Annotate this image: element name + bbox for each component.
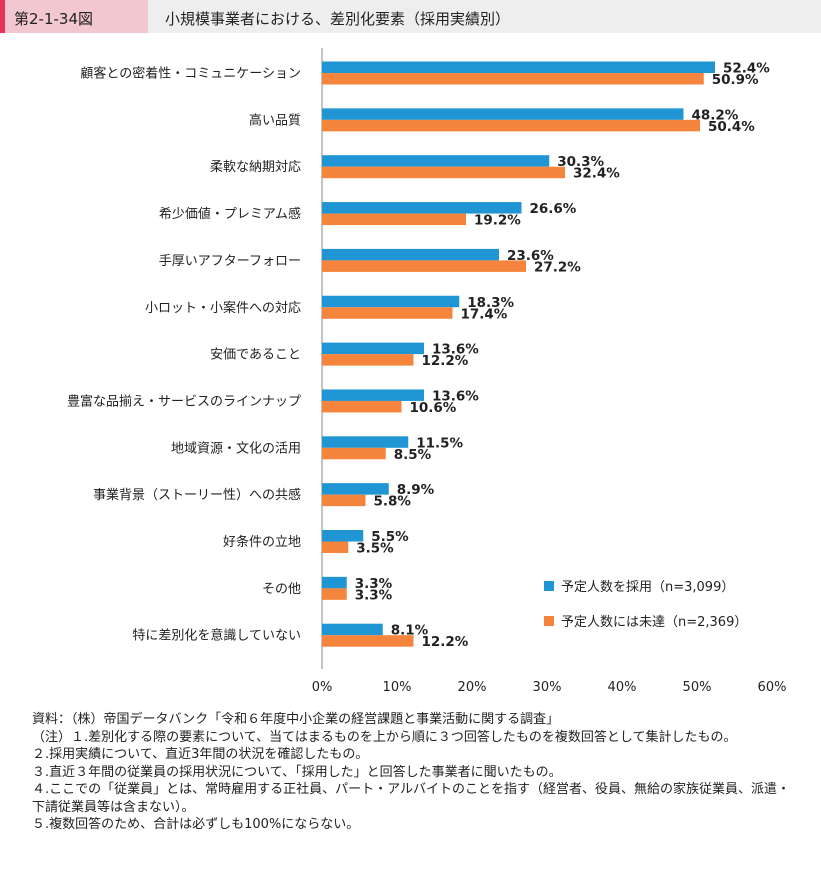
x-tick-label: 40% bbox=[608, 680, 637, 695]
data-label: 32.4% bbox=[573, 166, 620, 182]
note-4: ４.ここでの「従業員」とは、常時雇用する正社員、パート・アルバイトのことを指す（… bbox=[32, 782, 791, 815]
x-tick-label: 50% bbox=[683, 680, 712, 695]
x-tick-label: 10% bbox=[383, 680, 412, 695]
bar bbox=[322, 61, 715, 73]
bar bbox=[322, 354, 414, 366]
category-label: 安価であること bbox=[210, 348, 301, 363]
data-label: 3.3% bbox=[355, 576, 393, 592]
x-tick-label: 30% bbox=[533, 680, 562, 695]
bar bbox=[322, 588, 347, 600]
data-label: 8.5% bbox=[394, 447, 432, 463]
bar-chart: 0% 10% 20% 30% 40% 50% 60% 顧客との密着性・コミュニケーション 52.… bbox=[67, 48, 787, 695]
legend-swatch bbox=[544, 581, 554, 591]
category-label: 地域資源・文化の活用 bbox=[171, 441, 301, 456]
data-label: 5.5% bbox=[371, 529, 409, 545]
data-label: 30.3% bbox=[557, 154, 604, 170]
bar bbox=[322, 576, 347, 589]
data-label: 5.8% bbox=[374, 494, 412, 510]
bar bbox=[322, 389, 424, 401]
data-label: 12.2% bbox=[422, 353, 469, 369]
bar bbox=[322, 108, 684, 120]
data-label: 13.6% bbox=[432, 342, 479, 358]
figure-number-box: 第2-1-34図 bbox=[0, 0, 148, 33]
data-label: 3.5% bbox=[356, 541, 394, 557]
data-label: 26.6% bbox=[530, 201, 577, 217]
bar bbox=[322, 166, 565, 179]
category-label: 希少価値・プレミアム感 bbox=[159, 206, 301, 222]
category-label: 手厚いアフターフォロー bbox=[159, 254, 301, 269]
category-label: 好条件の立地 bbox=[223, 534, 301, 550]
data-label: 17.4% bbox=[461, 306, 508, 322]
bar bbox=[322, 436, 409, 448]
category-label: 豊富な品揃え・サービスのラインナップ bbox=[67, 393, 301, 409]
bar bbox=[322, 530, 364, 542]
bar bbox=[322, 260, 526, 272]
data-label: 19.2% bbox=[474, 213, 521, 229]
category-label: 高い品質 bbox=[249, 112, 301, 128]
x-tick-label: 20% bbox=[458, 680, 487, 695]
data-label: 13.6% bbox=[432, 388, 479, 404]
bar bbox=[322, 213, 466, 226]
data-label: 52.4% bbox=[723, 61, 770, 77]
bar bbox=[322, 635, 414, 647]
bar bbox=[322, 73, 704, 85]
category-label: 事業背景（ストーリー性）への共感 bbox=[93, 487, 301, 503]
data-label: 3.3% bbox=[355, 587, 393, 603]
data-label: 23.6% bbox=[507, 248, 554, 264]
bar bbox=[322, 494, 366, 507]
x-tick-label: 60% bbox=[758, 680, 787, 695]
figure-number: 第2-1-34図 bbox=[14, 10, 93, 28]
bar bbox=[322, 400, 402, 413]
bar bbox=[322, 342, 424, 355]
category-label: その他 bbox=[262, 582, 301, 597]
bar bbox=[322, 202, 522, 214]
bar bbox=[322, 155, 550, 167]
category-label: 柔軟な納期対応 bbox=[210, 159, 301, 175]
data-label: 50.4% bbox=[708, 119, 755, 135]
data-label: 10.6% bbox=[410, 400, 457, 416]
legend-swatch bbox=[544, 616, 554, 626]
data-label: 48.2% bbox=[692, 107, 739, 123]
bar bbox=[322, 307, 453, 319]
bar bbox=[322, 295, 460, 308]
bar bbox=[322, 541, 349, 553]
data-label: 12.2% bbox=[422, 634, 469, 650]
figure-title: 小規模事業者における、差別化要素（採用実績別） bbox=[165, 10, 511, 28]
legend-label: 予定人数を採用（n=3,099） bbox=[561, 580, 734, 595]
bar bbox=[322, 119, 700, 132]
category-label: 顧客との密着性・コミュニケーション bbox=[80, 66, 301, 82]
x-tick-label: 0% bbox=[312, 680, 333, 695]
source-note: 資料：（株）帝国データバンク「令和６年度中小企業の経営課題と事業活動に関する調査… bbox=[32, 712, 560, 727]
bar bbox=[322, 483, 389, 495]
note-5: ５.複数回答のため、合計は必ずしも100%にならない。 bbox=[32, 817, 360, 832]
note-1: （注）１.差別化する際の要素について、当てはまるものを上から順に３つ回答したもの… bbox=[32, 729, 737, 745]
data-label: 27.2% bbox=[534, 259, 581, 275]
note-2: ２.採用実績について、直近3年間の状況を確認したもの。 bbox=[32, 747, 369, 762]
bar bbox=[322, 623, 383, 636]
data-label: 18.3% bbox=[467, 295, 514, 311]
figure-header: 第2-1-34図 小規模事業者における、差別化要素（採用実績別） bbox=[0, 0, 821, 33]
data-label: 50.9% bbox=[712, 72, 759, 88]
category-label: 小ロット・小案件への対応 bbox=[145, 301, 301, 316]
figure-accent-bar bbox=[0, 0, 5, 33]
category-label: 特に差別化を意識していない bbox=[132, 628, 301, 644]
note-3: ３.直近３年間の従業員の採用状況について、「採用した」と回答した事業者に聞いたも… bbox=[32, 764, 562, 780]
legend-label: 予定人数には未達（n=2,369） bbox=[561, 615, 747, 630]
bar bbox=[322, 447, 386, 460]
data-label: 8.1% bbox=[391, 623, 429, 639]
data-label: 8.9% bbox=[397, 482, 435, 498]
data-label: 11.5% bbox=[416, 435, 463, 451]
bar bbox=[322, 248, 499, 261]
notes: 資料：（株）帝国データバンク「令和６年度中小企業の経営課題と事業活動に関する調査… bbox=[32, 711, 792, 834]
